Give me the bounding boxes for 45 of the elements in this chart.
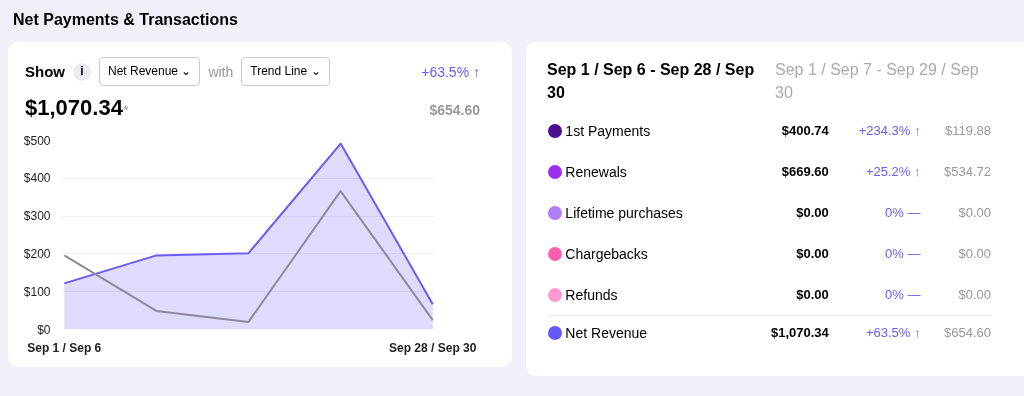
text: *: [122, 102, 129, 121]
text: $0.00: [795, 203, 830, 222]
y-tick-label: $300: [23, 209, 51, 224]
text: $400.74: [780, 121, 830, 140]
x-tick-label: Sep 1 / Sep 6: [27, 340, 102, 355]
text: $0.00: [795, 244, 830, 263]
text: $654.60: [921, 315, 992, 350]
text: $0.00: [795, 285, 830, 304]
text: +25.2% ↑: [864, 162, 922, 181]
text: $0.00: [957, 285, 992, 304]
text: 0% —: [884, 285, 922, 304]
text: +63.5% ↑: [421, 62, 480, 82]
text: +63.5% ↑: [829, 315, 922, 350]
y-tick-label: $100: [23, 284, 51, 299]
text: $0.00: [957, 203, 992, 222]
category-label: 1st Payments: [565, 123, 651, 140]
category-label: Net Revenue: [565, 324, 648, 341]
text: $654.60: [429, 101, 480, 121]
text: $1,070.34: [743, 315, 830, 350]
text: 0% —: [884, 203, 922, 222]
y-tick-label: $200: [23, 246, 51, 261]
text: with: [208, 62, 234, 82]
text: Show: [25, 61, 65, 82]
y-tick-label: $500: [23, 133, 51, 148]
text: Trend Line ⌄: [241, 57, 330, 87]
line-series: [63, 190, 434, 323]
text: $1,070.34: [25, 95, 123, 121]
text: $534.72: [943, 162, 992, 181]
text: $119.88: [943, 121, 992, 140]
text: $0.00: [957, 244, 992, 263]
x-tick-label: Sep 28 / Sep 30: [389, 340, 477, 355]
y-tick-label: $400: [23, 171, 51, 186]
text: +234.3% ↑: [857, 121, 922, 140]
category-label: Chargebacks: [565, 246, 648, 263]
text: Sep 1 / Sep 7 - Sep 29 / Sep 30: [775, 60, 980, 103]
text: i: [73, 62, 91, 81]
text: Sep 1 / Sep 6 - Sep 28 / Sep 30: [547, 60, 756, 103]
chart-title: Net Payments & Transactions: [13, 11, 238, 28]
category-label: Renewals: [565, 164, 627, 181]
category-label: Lifetime purchases: [565, 205, 683, 222]
text: Net Revenue ⌄: [99, 57, 201, 87]
text: $669.60: [780, 162, 830, 181]
text: 0% —: [884, 244, 922, 263]
category-label: Refunds: [565, 286, 618, 303]
y-tick-label: $0: [37, 322, 51, 337]
